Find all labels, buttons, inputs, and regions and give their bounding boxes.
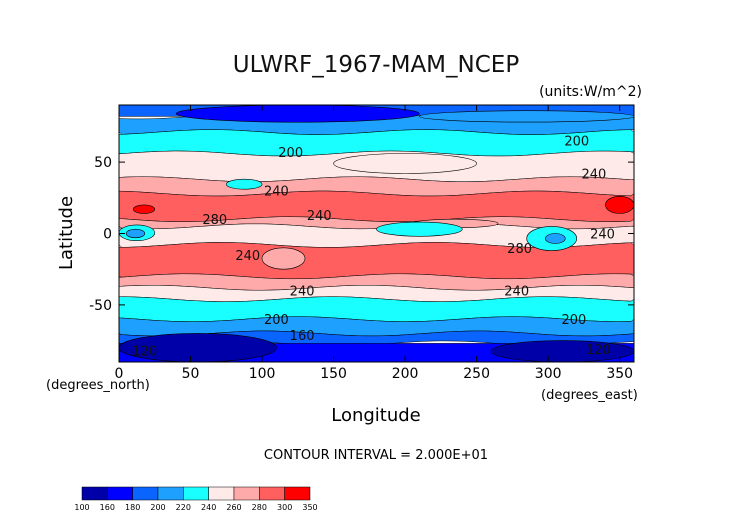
- colorbar-label: 220: [176, 503, 191, 512]
- chart-title: ULWRF_1967-MAM_NCEP: [233, 52, 520, 78]
- contour-feature: [175, 104, 420, 123]
- contour-feature: [226, 178, 263, 190]
- colorbar: 100 160 180 200 220 240 260 280 300 350: [74, 486, 318, 512]
- x-tick-label: 300: [535, 366, 562, 382]
- colorbar-label: 300: [277, 503, 292, 512]
- contour-label: 240: [581, 168, 606, 183]
- colorbar-swatch: [233, 486, 260, 501]
- contour-feature: [419, 110, 635, 123]
- x-axis: 0 50 100 150 200 250 300 350: [115, 105, 633, 382]
- contour-label: 160: [290, 329, 315, 344]
- y-unit-note: (degrees_north): [46, 378, 150, 393]
- contour-feature: [605, 195, 635, 214]
- x-tick-label: 350: [606, 366, 633, 382]
- contour-band: [118, 190, 635, 222]
- contour-label: 200: [564, 135, 589, 150]
- colorbar-swatch: [81, 486, 108, 501]
- colorbar-swatch: [208, 486, 235, 501]
- contour-label: 120: [586, 343, 611, 358]
- x-tick-label: 100: [249, 366, 276, 382]
- contour-label: 240: [264, 185, 289, 200]
- contour-feature: [544, 233, 566, 244]
- contour-label: 200: [561, 313, 586, 328]
- contour-feature: [261, 247, 306, 270]
- x-tick-label: 150: [320, 366, 347, 382]
- contour-label: 240: [590, 228, 615, 243]
- plot-area: [118, 104, 635, 363]
- colorbar-label: 200: [150, 503, 165, 512]
- colorbar-label: 240: [201, 503, 216, 512]
- contour-feature: [125, 228, 146, 239]
- colorbar-swatch: [284, 486, 311, 501]
- colorbar-swatch: [259, 486, 285, 501]
- colorbar-label: 260: [226, 503, 241, 512]
- colorbar-label: 160: [100, 503, 115, 512]
- contour-label: 120: [132, 345, 157, 360]
- x-tick-label: 0: [115, 366, 124, 382]
- contour-feature: [490, 340, 635, 363]
- colorbar-swatch: [157, 486, 184, 501]
- units-label: (units:W/m^2): [539, 84, 642, 100]
- contour-feature: [376, 221, 463, 237]
- x-unit-note: (degrees_east): [541, 388, 638, 403]
- contour-label: 200: [264, 313, 289, 328]
- contour-label: 240: [235, 249, 260, 264]
- contour-label: 240: [290, 285, 315, 300]
- colorbar-swatch: [132, 486, 159, 501]
- y-axis: -50 0 50: [89, 155, 634, 314]
- colorbar-label: 180: [125, 503, 140, 512]
- y-tick-label: 0: [103, 227, 112, 243]
- x-tick-label: 200: [392, 366, 419, 382]
- x-tick-label: 250: [463, 366, 490, 382]
- contour-label: 240: [307, 209, 332, 224]
- contour-label: 240: [504, 285, 529, 300]
- y-tick-label: -50: [89, 298, 112, 314]
- contour-label: 280: [507, 242, 532, 257]
- y-tick-label: 50: [94, 155, 112, 171]
- colorbar-swatch: [107, 486, 133, 501]
- contour-label: 280: [202, 213, 227, 228]
- x-tick-label: 50: [182, 366, 200, 382]
- colorbar-swatch: [183, 486, 209, 501]
- contour-feature: [133, 204, 156, 214]
- x-axis-title: Longitude: [331, 405, 421, 426]
- colorbar-label: 280: [252, 503, 267, 512]
- contour-feature: [333, 153, 477, 174]
- y-axis-title: Latitude: [56, 196, 77, 270]
- colorbar-label: 350: [302, 503, 317, 512]
- colorbar-label: 100: [74, 503, 89, 512]
- contour-label: 200: [278, 146, 303, 161]
- contour-interval-text: CONTOUR INTERVAL = 2.000E+01: [264, 448, 488, 463]
